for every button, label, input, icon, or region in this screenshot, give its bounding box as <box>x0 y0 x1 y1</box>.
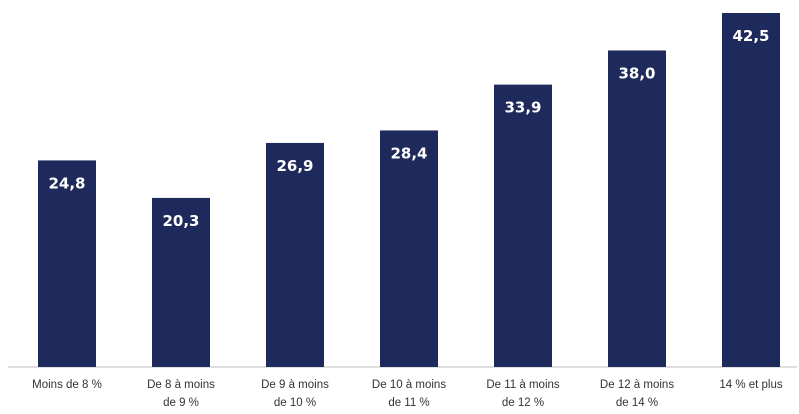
category-label: de 9 % <box>163 397 199 409</box>
category-label: De 9 à moins <box>261 379 329 391</box>
bar <box>722 13 780 367</box>
bar-value-label: 42,5 <box>732 27 769 45</box>
bar <box>608 50 666 367</box>
category-label: 14 % et plus <box>719 379 783 391</box>
category-label: de 12 % <box>502 397 544 409</box>
bar-value-label: 38,0 <box>618 64 655 82</box>
category-label: De 8 à moins <box>147 379 215 391</box>
category-label: de 10 % <box>274 397 316 409</box>
bar <box>38 160 96 367</box>
category-label: de 14 % <box>616 397 658 409</box>
bar <box>266 142 324 367</box>
bar <box>380 130 438 367</box>
category-label: Moins de 8 % <box>32 379 102 391</box>
category-labels-group: Moins de 8 % De 8 à moins de 9 % De 9 à moi… <box>32 379 783 409</box>
bar-value-label: 26,9 <box>276 157 313 175</box>
category-label: De 10 à moins <box>372 379 446 391</box>
bars-group: 24,8 20,3 26,9 28,4 33,9 38,0 42,5 <box>38 13 780 368</box>
bar-value-label: 28,4 <box>390 144 427 162</box>
bar <box>494 84 552 368</box>
category-label: De 12 à moins <box>600 379 674 391</box>
bar <box>152 197 210 367</box>
category-label: De 11 à moins <box>486 379 560 391</box>
bar-value-label: 24,8 <box>48 174 85 192</box>
bar-value-label: 20,3 <box>162 212 199 230</box>
category-label: de 11 % <box>388 397 429 409</box>
bar-value-label: 33,9 <box>504 99 541 117</box>
